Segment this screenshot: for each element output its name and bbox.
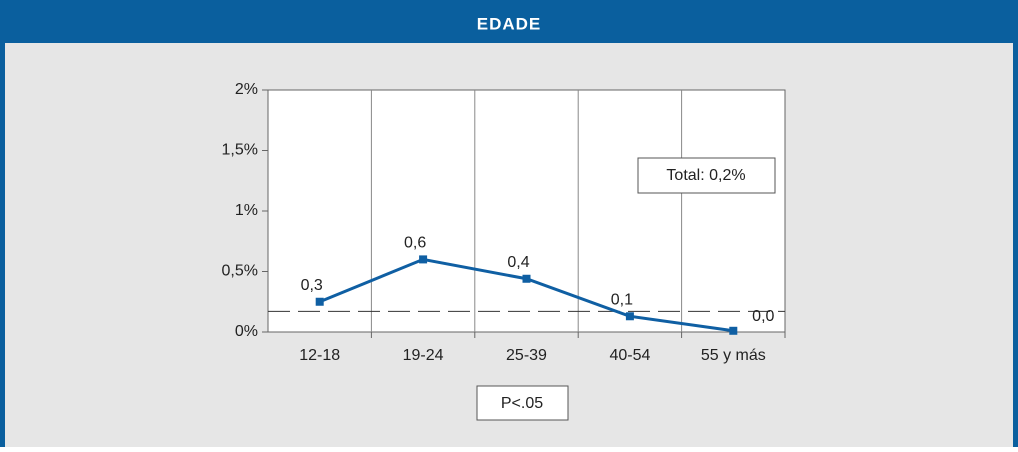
marker — [522, 274, 531, 283]
data-label: 0,3 — [301, 277, 323, 294]
x-tick-label: 40-54 — [609, 347, 650, 364]
x-tick-label: 25-39 — [506, 347, 547, 364]
y-tick-label: 1,5% — [222, 142, 258, 159]
plot-area — [267, 89, 786, 333]
x-tick-label: 55 y más — [701, 347, 766, 364]
marker — [729, 326, 738, 335]
marker — [625, 312, 634, 321]
chart-title: EDADE — [477, 14, 542, 33]
annotation-box — [476, 385, 569, 421]
data-label: 0,0 — [752, 308, 774, 325]
reference-label: Total: 0,2% — [666, 167, 745, 184]
data-label: 0,1 — [611, 291, 633, 308]
y-tick-label: 1% — [235, 202, 258, 219]
y-tick-label: 0,5% — [222, 263, 258, 280]
x-tick-label: 12-18 — [299, 347, 340, 364]
marker — [419, 255, 428, 264]
y-tick-label: 0% — [235, 323, 258, 340]
y-tick-label: 2% — [235, 81, 258, 98]
marker — [315, 297, 324, 306]
reference-box — [637, 157, 776, 194]
annotation: P<.05 — [501, 395, 543, 412]
data-label: 0,4 — [507, 254, 529, 271]
x-tick-label: 19-24 — [403, 347, 444, 364]
data-label: 0,6 — [404, 235, 426, 252]
